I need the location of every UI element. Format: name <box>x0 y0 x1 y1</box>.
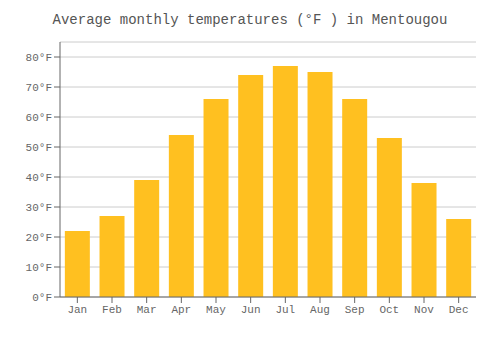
svg-text:0°F: 0°F <box>32 292 52 304</box>
svg-text:Oct: Oct <box>379 304 399 316</box>
svg-text:80°F: 80°F <box>26 52 52 64</box>
svg-text:Mar: Mar <box>137 304 157 316</box>
svg-text:Sep: Sep <box>345 304 365 316</box>
svg-text:Jun: Jun <box>241 304 261 316</box>
svg-text:Nov: Nov <box>414 304 434 316</box>
svg-text:Feb: Feb <box>102 304 122 316</box>
svg-text:60°F: 60°F <box>26 112 52 124</box>
svg-text:40°F: 40°F <box>26 172 52 184</box>
svg-text:20°F: 20°F <box>26 232 52 244</box>
svg-text:Apr: Apr <box>171 304 191 316</box>
html-text:Average monthly temperatures (: Average monthly temperatures (°F ) in Me… <box>52 12 448 28</box>
svg-text:30°F: 30°F <box>26 202 52 214</box>
svg-text:Dec: Dec <box>449 304 469 316</box>
svg-text:May: May <box>206 304 226 316</box>
svg-text:Aug: Aug <box>310 304 330 316</box>
svg-text:Jan: Jan <box>67 304 87 316</box>
svg-text:50°F: 50°F <box>26 142 52 154</box>
svg-text:70°F: 70°F <box>26 82 52 94</box>
svg-text:10°F: 10°F <box>26 262 52 274</box>
svg-text:Jul: Jul <box>275 304 295 316</box>
